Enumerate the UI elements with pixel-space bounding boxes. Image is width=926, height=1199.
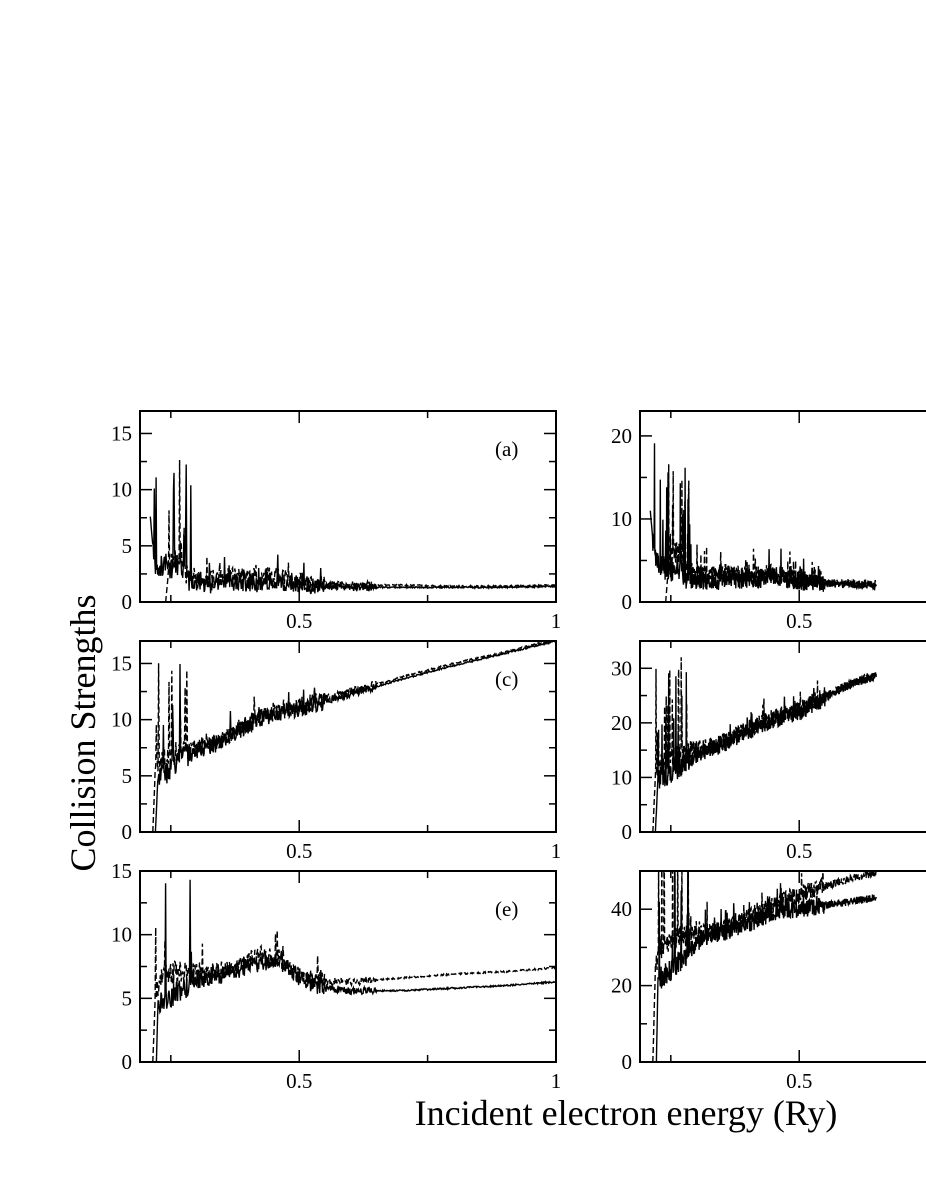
panel-frame (139, 870, 557, 1063)
x-tick-label: 0.5 (786, 839, 812, 863)
y-tick-label: 0 (122, 820, 133, 844)
panel-frame (139, 410, 557, 603)
series-dashed-line (152, 927, 556, 1062)
y-tick-label: 0 (622, 1050, 633, 1074)
x-axis-label: Incident electron energy (Ry) (415, 1093, 838, 1133)
y-tick-label: 5 (122, 764, 133, 788)
panel-e: 0 5 10 15 0.5 1 (e) (111, 859, 561, 1093)
page-clip-group: 0510150.51(a)010200.5(b)0510150.51(c)010… (111, 410, 926, 1093)
series-dashed-line (652, 871, 877, 1062)
x-tick-label: 0.5 (286, 609, 312, 633)
panel-a: 0 5 10 15 0.5 1 (a) (111, 410, 562, 633)
panel-frame (639, 870, 926, 1063)
panel-frame (139, 640, 557, 833)
series-solid-line (155, 879, 556, 1062)
y-tick-label: 40 (611, 897, 632, 921)
y-tick-label: 10 (111, 478, 132, 502)
series-solid-line (149, 464, 556, 595)
series-dashed-line (152, 641, 554, 832)
y-tick-label: 10 (111, 923, 132, 947)
x-tick-label: 0.5 (286, 839, 312, 863)
y-axis-label: Collision Strengths (63, 594, 103, 871)
y-tick-label: 20 (611, 424, 632, 448)
y-tick-label: 15 (111, 421, 132, 445)
panel-frame (639, 410, 926, 603)
panel-label: (c) (495, 667, 518, 691)
y-tick-label: 5 (122, 986, 133, 1010)
series-dashed-line (165, 459, 556, 602)
panel-c: 0 5 10 15 0.5 1 (c) (111, 640, 562, 863)
panels: 0510150.51(a)010200.5(b)0510150.51(c)010… (111, 410, 926, 1093)
y-tick-label: 10 (111, 708, 132, 732)
series-dashed-line (652, 657, 877, 832)
series-solid-line (655, 871, 877, 1062)
x-tick-label: 1 (551, 609, 562, 633)
y-tick-label: 15 (111, 859, 132, 883)
y-tick-label: 15 (111, 651, 132, 675)
x-tick-label: 0.5 (786, 1069, 812, 1093)
y-tick-label: 0 (122, 1050, 133, 1074)
y-tick-label: 20 (611, 711, 632, 735)
x-tick-label: 0.5 (786, 609, 812, 633)
y-tick-label: 30 (611, 656, 632, 680)
panel-label: (a) (495, 437, 518, 461)
y-tick-label: 0 (122, 590, 133, 614)
y-tick-label: 10 (611, 507, 632, 531)
series-dashed-line (665, 464, 877, 602)
y-tick-label: 10 (611, 765, 632, 789)
panel-label: (e) (495, 897, 518, 921)
panel-frame (639, 640, 926, 833)
x-tick-label: 1 (551, 839, 562, 863)
y-tick-label: 20 (611, 974, 632, 998)
y-tick-label: 0 (622, 590, 633, 614)
y-tick-label: 0 (622, 820, 633, 844)
series-solid-line (654, 672, 877, 832)
x-tick-label: 1 (551, 1069, 562, 1093)
y-tick-label: 5 (122, 534, 133, 558)
x-tick-label: 0.5 (286, 1069, 312, 1093)
